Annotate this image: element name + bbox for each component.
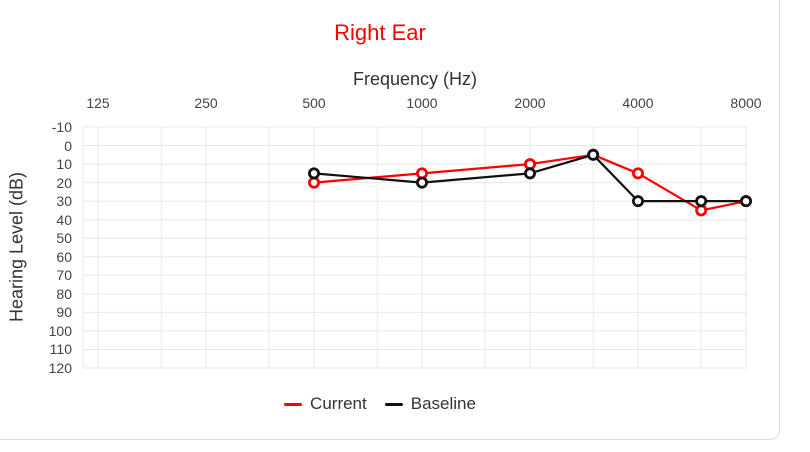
x-axis-title: Frequency (Hz)	[352, 69, 478, 89]
data-point-current-2000hz	[524, 158, 537, 171]
data-point-baseline-2000hz	[524, 167, 537, 180]
legend: Current Baseline	[0, 393, 760, 415]
data-point-baseline-1000hz	[415, 176, 428, 189]
data-point-baseline-8000hz	[740, 195, 753, 208]
data-point-current-500hz	[307, 176, 320, 189]
legend-label: Baseline	[410, 394, 476, 413]
data-point-current-1000hz	[415, 167, 428, 180]
data-point-baseline-4000hz	[632, 195, 645, 208]
data-point-baseline-500hz	[307, 167, 320, 180]
legend-item-baseline[interactable]: Baseline	[384, 394, 476, 414]
chart-title: Right Ear	[334, 20, 426, 45]
legend-label: Current	[310, 394, 367, 413]
legend-swatch-current	[284, 402, 303, 406]
data-point-current-6000hz	[695, 204, 708, 217]
y-axis-title: Hearing Level (dB)	[6, 171, 27, 323]
legend-swatch-baseline	[384, 402, 403, 406]
data-point-current-4000hz	[632, 167, 645, 180]
legend-item-current[interactable]: Current	[284, 394, 367, 414]
data-point-baseline-6000hz	[695, 195, 708, 208]
data-point-baseline-3000hz	[587, 148, 600, 161]
